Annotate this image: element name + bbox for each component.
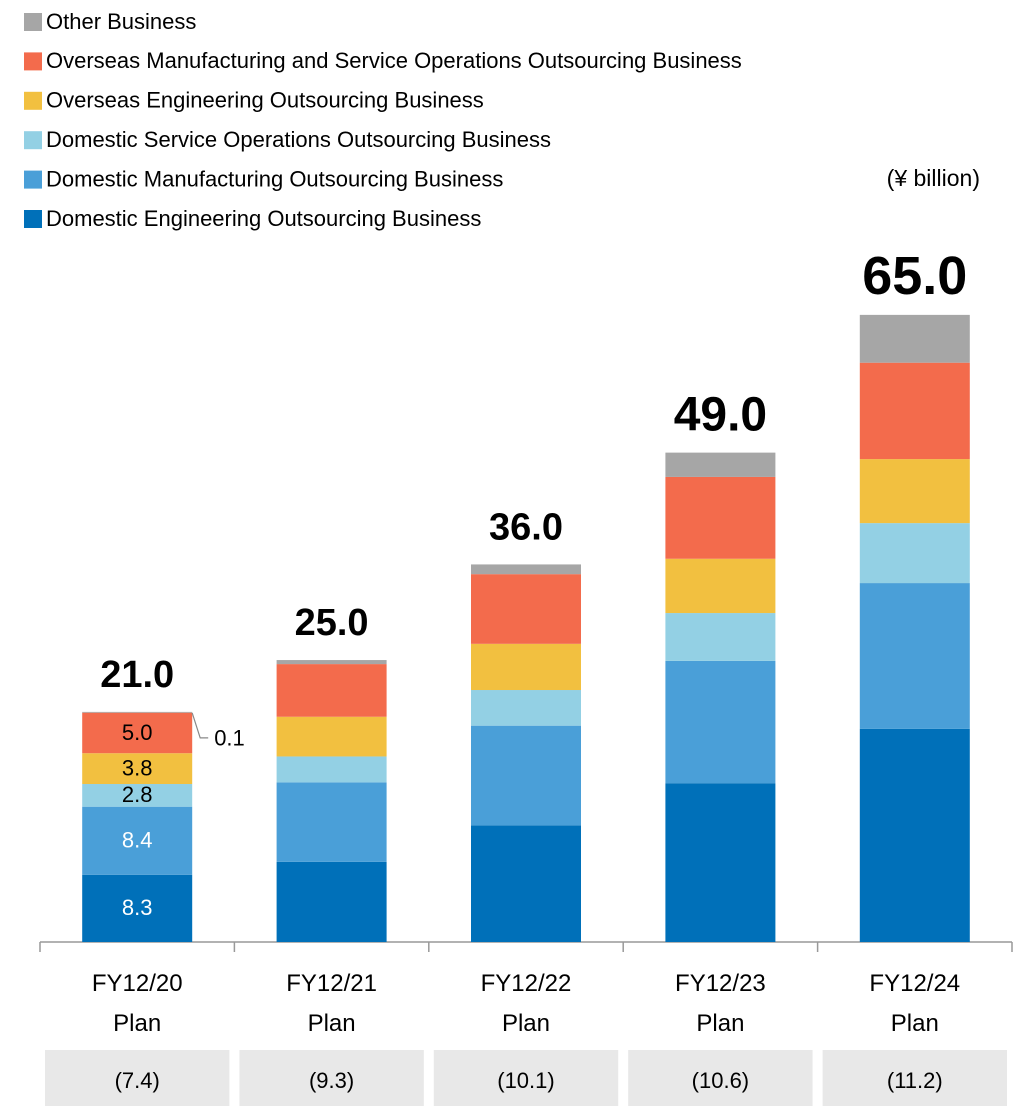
bar-segment <box>859 459 970 524</box>
data-label: 8.4 <box>122 828 153 853</box>
bar-segment <box>82 874 193 942</box>
data-label: 3.8 <box>122 755 153 780</box>
legend-label: Domestic Manufacturing Outsourcing Busin… <box>46 166 503 191</box>
bottom-cell-label: (11.2) <box>887 1068 943 1093</box>
bar-segment <box>471 574 581 644</box>
legend-swatch <box>24 170 42 189</box>
x-tick-label-line: FY12/24 <box>869 970 960 997</box>
bar-segment <box>471 643 581 691</box>
x-tick-label: FY12/22 Plan <box>481 970 572 1037</box>
x-tick-label-line: Plan <box>308 1010 356 1037</box>
x-tick-label: FY12/21 Plan <box>286 970 377 1037</box>
legend-label: Overseas Engineering Outsourcing Busines… <box>46 88 484 113</box>
bottom-cell-label: (9.3) <box>309 1068 354 1093</box>
x-tick-label-line: FY12/22 <box>481 970 572 997</box>
total-label: 65.0 <box>862 246 967 306</box>
bar-segment <box>82 784 193 807</box>
total-label: 36.0 <box>489 506 563 548</box>
legend-swatch <box>24 13 42 31</box>
bar-segment <box>276 756 387 783</box>
x-tick-label: FY12/23 Plan <box>675 970 766 1037</box>
bar-segment <box>82 712 193 754</box>
legend-label: Domestic Engineering Outsourcing Busines… <box>46 206 481 231</box>
data-label: 5.0 <box>122 720 153 745</box>
bottom-cell-label: (10.6) <box>692 1068 749 1093</box>
bar-segment <box>276 861 387 942</box>
bar-segment <box>859 728 970 942</box>
bar-segment <box>859 583 970 729</box>
bottom-cell-label: (10.1) <box>497 1068 554 1093</box>
bar-segment <box>471 690 581 726</box>
x-tick-label-line: FY12/21 <box>286 970 377 997</box>
bottom-cell <box>45 1050 230 1106</box>
bar-segment <box>82 806 193 875</box>
leader-line <box>191 712 209 739</box>
bar-segment <box>276 660 387 665</box>
bar-segment <box>665 558 776 614</box>
data-label: 2.8 <box>122 782 153 807</box>
x-tick-label-line: Plan <box>502 1010 550 1037</box>
x-tick-label-line: FY12/20 <box>92 970 183 997</box>
unit-label: (¥ billion) <box>887 165 980 191</box>
x-tick-label: FY12/24 Plan <box>869 970 960 1037</box>
bar-segment <box>665 660 776 784</box>
bottom-cell-label: (7.4) <box>115 1068 160 1093</box>
total-label: 25.0 <box>295 602 369 644</box>
bar-segment <box>859 362 970 460</box>
x-tick-label-line: Plan <box>696 1010 744 1037</box>
bar-segment <box>82 711 193 713</box>
bar-segment <box>82 753 193 785</box>
bar-segment <box>859 314 970 363</box>
bottom-cell <box>239 1050 424 1106</box>
legend-swatch <box>24 52 42 71</box>
legend-swatch <box>24 91 42 110</box>
bar-segment <box>859 523 970 584</box>
bar-segment <box>471 564 581 575</box>
bottom-cell <box>822 1050 1007 1106</box>
data-label: 0.1 <box>214 726 245 751</box>
x-tick-label-line: Plan <box>113 1010 161 1037</box>
legend-label: Other Business <box>46 9 196 34</box>
x-tick-label-line: Plan <box>891 1010 939 1037</box>
total-label: 21.0 <box>100 654 174 696</box>
bar-segment <box>276 664 387 717</box>
bottom-cell <box>628 1050 813 1106</box>
bar-segment <box>471 725 581 826</box>
legend-swatch <box>24 131 42 150</box>
x-tick-label: FY12/20 Plan <box>92 970 183 1037</box>
bar-segment <box>665 783 776 942</box>
bar-segment <box>276 782 387 862</box>
legend-label: Overseas Manufacturing and Service Opera… <box>46 48 742 73</box>
legend-swatch <box>24 210 42 228</box>
total-label: 49.0 <box>674 388 767 441</box>
data-label: 8.3 <box>122 895 153 920</box>
bar-segment <box>665 452 776 477</box>
bar-segment <box>665 476 776 559</box>
bottom-cell <box>433 1050 619 1106</box>
bar-segment <box>665 613 776 661</box>
bar-segment <box>276 716 387 757</box>
bar-segment <box>471 825 581 942</box>
legend-label: Domestic Service Operations Outsourcing … <box>46 127 551 152</box>
x-tick-label-line: FY12/23 <box>675 970 766 997</box>
